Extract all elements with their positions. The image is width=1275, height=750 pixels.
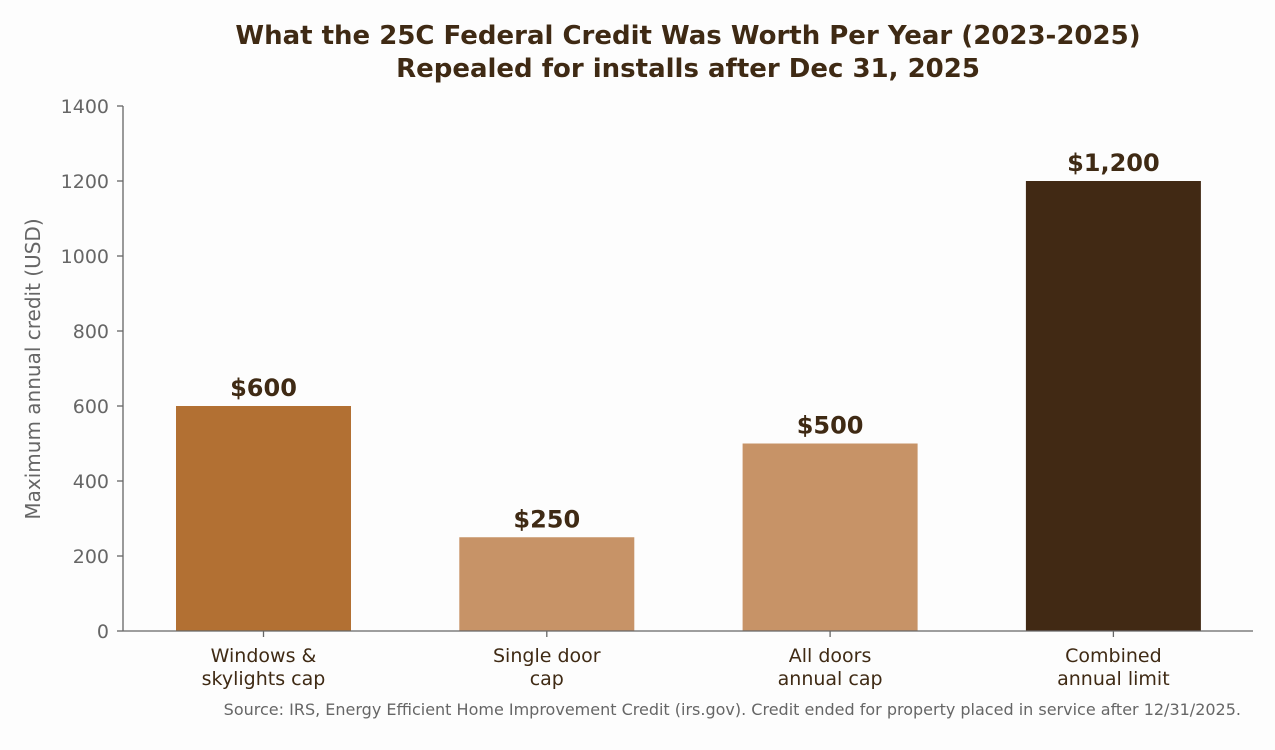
x-tick-label: annual limit: [1057, 668, 1170, 690]
y-tick-label: 200: [73, 546, 109, 568]
bar-value-label: $600: [230, 374, 297, 402]
x-tick-label: annual cap: [778, 668, 883, 690]
y-axis-title: Maximum annual credit (USD): [21, 218, 45, 519]
y-tick-label: 1000: [61, 246, 109, 268]
x-tick-label: cap: [530, 668, 564, 690]
source-note: Source: IRS, Energy Efficient Home Impro…: [224, 700, 1241, 719]
bar-4: [1025, 181, 1201, 631]
y-tick-label: 400: [73, 471, 109, 493]
y-tick-label: 1400: [61, 96, 109, 118]
bar-value-label: $500: [797, 412, 864, 440]
chart-title: What the 25C Federal Credit Was Worth Pe…: [235, 21, 1140, 51]
y-tick-label: 600: [73, 396, 109, 418]
x-tick-label: Windows &: [211, 645, 317, 667]
bar-value-label: $250: [513, 505, 580, 533]
chart-subtitle: Repealed for installs after Dec 31, 2025: [396, 54, 980, 84]
y-tick-label: 0: [97, 621, 109, 643]
value-labels-group: $600 $250 $500 $1,200: [230, 149, 1160, 533]
x-tick-label: skylights cap: [202, 668, 326, 690]
y-tick-label: 1200: [61, 171, 109, 193]
y-axis: 0 200 400 600 800 1000 1200 1400: [61, 96, 123, 643]
bars-group: [176, 181, 1201, 631]
x-tick-label: All doors: [789, 645, 872, 667]
bar-value-label: $1,200: [1067, 149, 1160, 177]
x-tick-label: Combined: [1065, 645, 1162, 667]
y-tick-label: 800: [73, 321, 109, 343]
bar-3: [742, 443, 918, 631]
x-tick-label: Single door: [493, 645, 601, 667]
bar-1: [176, 406, 351, 631]
bar-2: [459, 537, 635, 631]
